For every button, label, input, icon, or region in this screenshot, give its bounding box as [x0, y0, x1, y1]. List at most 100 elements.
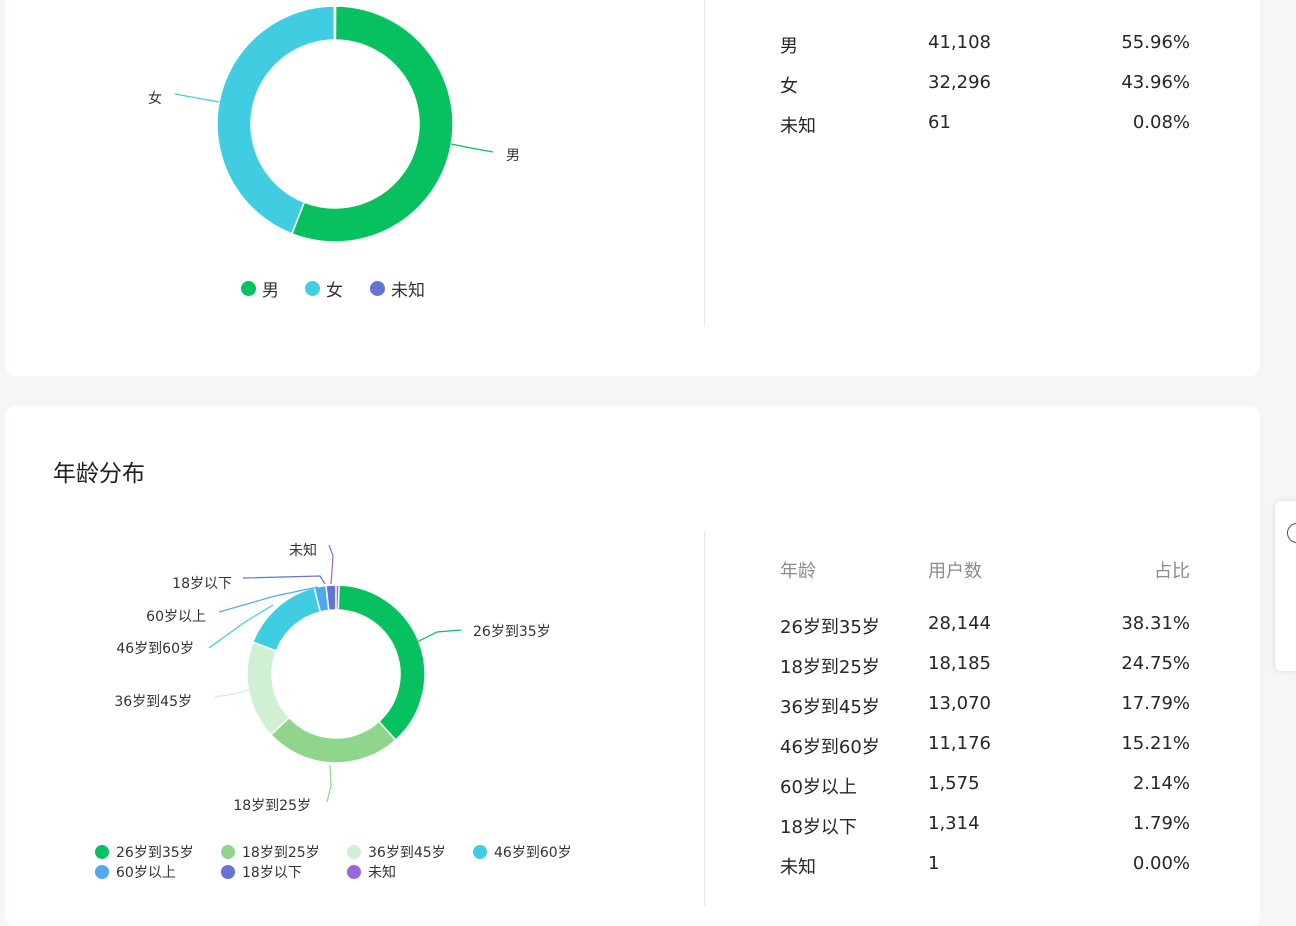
legend-dot: [347, 865, 361, 879]
gender-name: 未知: [780, 116, 816, 137]
age-count: 1: [928, 853, 940, 874]
leader-line-age-26-35: [416, 629, 462, 643]
leader-line-age-46-60: [208, 604, 274, 649]
slice-label-female: 女: [148, 90, 162, 107]
legend-label: 26岁到35岁: [116, 845, 194, 861]
age-card: 年龄分布 26岁到35岁 18岁到25岁 36岁到45岁 46岁到60岁 60岁以上 18…: [5, 406, 1260, 926]
header-ratio: 占比: [1154, 561, 1190, 582]
legend-item-age-36-45[interactable]: 36岁到45岁: [347, 842, 446, 862]
age-name: 36岁到45岁: [780, 697, 880, 718]
legend-dot-female: [305, 281, 320, 296]
donut-slice-0[interactable]: [335, 584, 426, 742]
age-pct: 1.79%: [1132, 813, 1190, 834]
gender-name: 女: [780, 76, 798, 97]
legend-label: 男: [262, 281, 279, 301]
age-name: 18岁以下: [780, 817, 857, 838]
legend-item-male[interactable]: 男: [241, 276, 279, 301]
donut-slice-3[interactable]: [251, 586, 322, 652]
legend-item-age-18-25[interactable]: 18岁到25岁: [221, 842, 320, 862]
age-pct: 0.00%: [1132, 853, 1190, 874]
header-users: 用户数: [928, 561, 982, 582]
gender-card: 男女 男 女 未知 男 41,108 55.96% 女 32,296 43.96…: [5, 0, 1260, 376]
slice-label-male: 男: [506, 148, 520, 164]
legend-label: 60岁以上: [116, 865, 176, 881]
donut-slice-0[interactable]: [290, 5, 454, 243]
gender-count: 41,108: [928, 32, 991, 53]
legend-dot: [221, 845, 235, 859]
help-icon[interactable]: [1287, 523, 1296, 543]
age-count: 1,575: [928, 773, 980, 794]
table-row: 18岁到25岁 18,185 24.75%: [780, 653, 1190, 678]
age-name: 18岁到25岁: [780, 657, 880, 678]
legend-dot: [221, 865, 235, 879]
age-name: 26岁到35岁: [780, 617, 880, 638]
donut-slice-6[interactable]: [335, 584, 340, 611]
legend-item-age-unknown[interactable]: 未知: [347, 862, 396, 882]
age-count: 18,185: [928, 653, 991, 674]
age-pct: 24.75%: [1121, 653, 1190, 674]
legend-dot: [95, 865, 109, 879]
table-row: 46岁到60岁 11,176 15.21%: [780, 733, 1190, 758]
donut-slice-1[interactable]: [216, 5, 336, 235]
donut-slice-1[interactable]: [269, 716, 397, 764]
leader-line-age-under-18: [242, 575, 326, 585]
legend-item-age-26-35[interactable]: 26岁到35岁: [95, 842, 194, 862]
leader-line-age-18-25: [326, 764, 332, 803]
gender-divider: [704, 0, 705, 326]
legend-label: 36岁到45岁: [368, 845, 446, 861]
age-pct: 2.14%: [1132, 773, 1190, 794]
gender-name: 男: [780, 36, 798, 57]
age-pct: 17.79%: [1121, 693, 1190, 714]
legend-label: 女: [326, 281, 343, 301]
age-section-title: 年龄分布: [53, 461, 145, 487]
table-header: 年龄 用户数 占比: [780, 557, 1190, 582]
table-row: 未知 61 0.08%: [780, 112, 1190, 137]
leader-line-age-36-45: [214, 689, 250, 698]
legend-item-female[interactable]: 女: [305, 276, 343, 301]
age-count: 28,144: [928, 613, 991, 634]
leader-line-age-unknown: [328, 544, 334, 585]
table-row: 女 32,296 43.96%: [780, 72, 1190, 97]
age-count: 1,314: [928, 813, 980, 834]
slice-label-age-60-plus: 60岁以上: [146, 609, 206, 625]
legend-dot: [473, 845, 487, 859]
legend-dot: [95, 845, 109, 859]
donut-slice-2[interactable]: [246, 641, 291, 736]
floating-side-panel[interactable]: [1275, 501, 1296, 671]
legend-item-unknown[interactable]: 未知: [370, 276, 425, 301]
gender-pct: 55.96%: [1121, 32, 1190, 53]
legend-dot-male: [241, 281, 256, 296]
table-row: 男 41,108 55.96%: [780, 32, 1190, 57]
legend-label: 46岁到60岁: [494, 845, 572, 861]
table-row: 60岁以上 1,575 2.14%: [780, 773, 1190, 798]
leader-line-age-60-plus: [218, 586, 319, 613]
legend-item-age-46-60[interactable]: 46岁到60岁: [473, 842, 572, 862]
age-divider: [704, 531, 705, 906]
table-row: 18岁以下 1,314 1.79%: [780, 813, 1190, 838]
age-pct: 38.31%: [1121, 613, 1190, 634]
slice-label-age-46-60: 46岁到60岁: [116, 641, 194, 657]
legend-dot-unknown: [370, 281, 385, 296]
age-name: 60岁以上: [780, 777, 857, 798]
legend-label: 未知: [368, 865, 396, 881]
leader-line-male: [450, 143, 494, 153]
slice-label-age-18-25: 18岁到25岁: [233, 798, 311, 814]
legend-item-age-under-18[interactable]: 18岁以下: [221, 862, 302, 882]
age-count: 11,176: [928, 733, 991, 754]
age-donut-chart: 26岁到35岁 18岁到25岁 36岁到45岁 46岁到60岁 60岁以上 18岁以下 未知: [114, 542, 551, 814]
slice-label-age-26-35: 26岁到35岁: [473, 624, 551, 640]
legend-label: 18岁以下: [242, 865, 302, 881]
legend-dot: [347, 845, 361, 859]
header-age: 年龄: [780, 561, 816, 582]
donut-slice-2[interactable]: [333, 5, 337, 41]
slice-label-age-36-45: 36岁到45岁: [114, 694, 192, 710]
legend-label: 未知: [391, 281, 425, 301]
table-row: 26岁到35岁 28,144 38.31%: [780, 613, 1190, 638]
age-name: 未知: [780, 857, 816, 878]
gender-count: 61: [928, 112, 951, 133]
gender-pct: 43.96%: [1121, 72, 1190, 93]
table-row: 未知 1 0.00%: [780, 853, 1190, 878]
legend-item-age-60-plus[interactable]: 60岁以上: [95, 862, 176, 882]
age-count: 13,070: [928, 693, 991, 714]
gender-pct: 0.08%: [1132, 112, 1190, 133]
